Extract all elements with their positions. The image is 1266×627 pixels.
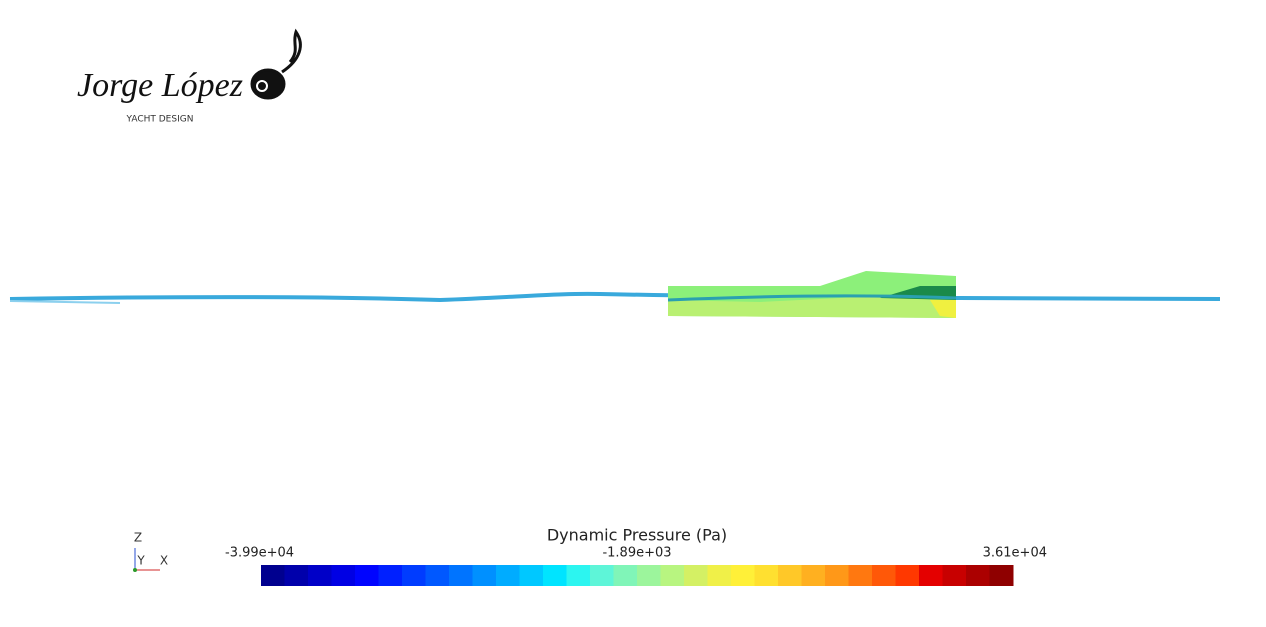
colorbar-swatch	[613, 565, 638, 586]
colorbar-swatch	[472, 565, 497, 586]
colorbar-swatch	[895, 565, 920, 586]
colorbar-label: -1.89e+03	[602, 546, 671, 561]
logo-name: Jorge López	[77, 67, 243, 104]
colorbar-swatch	[425, 565, 450, 586]
colorbar-swatch	[731, 565, 755, 586]
free-surface-edge	[9, 300, 121, 304]
colorbar-swatch	[261, 565, 285, 586]
colorbar-swatch	[496, 565, 520, 586]
free-surface	[9, 291, 1221, 303]
colorbar-swatch	[872, 565, 896, 586]
colorbar-swatch	[637, 565, 661, 586]
logo-icon	[250, 28, 302, 100]
colorbar-swatch	[378, 565, 403, 586]
axis-z-label: Z	[134, 531, 142, 545]
colorbar-label: -3.99e+04	[225, 546, 294, 561]
colorbar: -3.99e+04 -1.89e+03 3.61e+04	[225, 546, 1047, 586]
colorbar-swatch	[707, 565, 732, 586]
axes-triad: Z Y X	[133, 531, 168, 572]
colorbar-swatch	[284, 565, 309, 586]
colorbar-swatch	[519, 565, 544, 586]
colorbar-swatch	[942, 565, 967, 586]
colorbar-title: Dynamic Pressure (Pa)	[547, 526, 727, 545]
colorbar-swatch	[355, 565, 379, 586]
colorbar-swatch	[566, 565, 591, 586]
colorbar-swatch	[801, 565, 826, 586]
colorbar-swatch	[684, 565, 708, 586]
colorbar-swatch	[919, 565, 943, 586]
colorbar-swatch	[449, 565, 473, 586]
axis-y-label: Y	[136, 554, 145, 568]
colorbar-swatch	[848, 565, 873, 586]
colorbar-swatch	[331, 565, 356, 586]
colorbar-swatch	[308, 565, 332, 586]
logo-subtitle: YACHT DESIGN	[126, 115, 194, 125]
colorbar-swatch	[825, 565, 849, 586]
colorbar-swatch	[590, 565, 614, 586]
colorbar-swatch	[778, 565, 802, 586]
hull	[667, 271, 957, 318]
axis-x-label: X	[160, 554, 168, 568]
colorbar-label: 3.61e+04	[983, 546, 1047, 561]
colorbar-swatch	[989, 565, 1014, 586]
colorbar-swatch	[660, 565, 685, 586]
colorbar-swatch	[754, 565, 779, 586]
colorbar-swatch	[966, 565, 990, 586]
colorbar-swatch	[402, 565, 426, 586]
colorbar-swatch	[543, 565, 567, 586]
